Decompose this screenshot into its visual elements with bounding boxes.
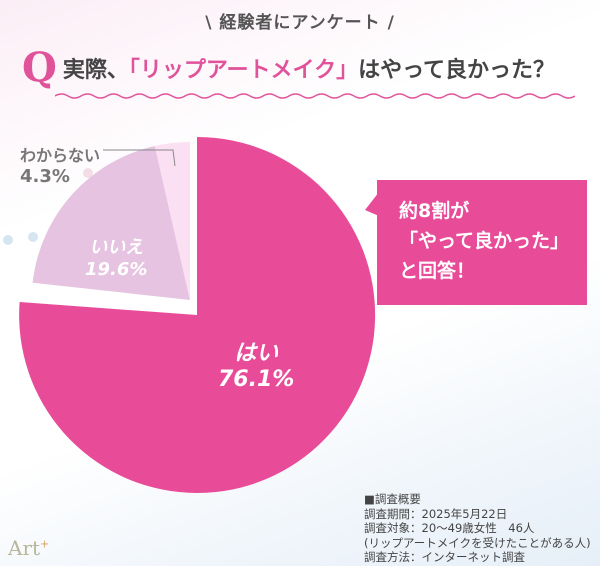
slice-yes	[19, 136, 376, 494]
slice-dont-know	[154, 142, 190, 300]
survey-heading: ■調査概要	[364, 492, 421, 506]
label-yes-name: はい	[234, 341, 279, 366]
label-no-pct: 19.6%	[85, 259, 148, 280]
survey-tag: \ 経験者にアンケート /	[205, 13, 395, 33]
wavy-underline	[55, 93, 575, 99]
label-no-name: いいえ	[89, 237, 144, 258]
q-icon: Q	[22, 44, 57, 91]
question-highlight: 「リップアートメイク」	[128, 58, 359, 83]
survey-target-note: (リップアートメイクを受けたことがある人)	[364, 535, 591, 550]
survey-target: 調査対象：20〜49歳女性 46人	[364, 521, 535, 535]
question-suffix: はやって良かった？	[358, 58, 556, 83]
logo-plus: +	[40, 537, 50, 551]
logo-text: Art	[8, 536, 41, 560]
callout-box: 約8割が 「やって良かった」 と回答！	[377, 180, 587, 305]
label-yes-pct: 76.1%	[218, 367, 295, 392]
survey-method: 調査方法：インターネット調査	[364, 550, 525, 564]
label-dont-know-name: わからない	[20, 146, 101, 165]
question-prefix: 実際、	[62, 58, 129, 83]
label-yes: はい 76.1%	[218, 335, 294, 392]
survey-period: 調査期間：2025年5月22日	[364, 506, 508, 521]
question-title: Q 実際、「リップアートメイク」はやって良かった？	[22, 48, 555, 88]
logo: Art+	[8, 536, 49, 560]
survey-summary: ■調査概要 調査期間：2025年5月22日 調査対象：20〜49歳女性 46人 …	[364, 492, 591, 565]
callout-line2: 「やって良かった」	[399, 230, 570, 252]
slice-no	[32, 146, 190, 300]
callout-line3: と回答！	[399, 260, 476, 282]
label-dont-know-pct: 4.3%	[20, 166, 70, 187]
label-dont-know: わからない 4.3%	[20, 142, 100, 187]
question-text: 実際、「リップアートメイク」はやって良かった？	[63, 52, 555, 84]
label-no: いいえ 19.6%	[85, 233, 147, 280]
callout-pointer	[365, 192, 379, 216]
callout-line1: 約8割が	[399, 200, 470, 222]
